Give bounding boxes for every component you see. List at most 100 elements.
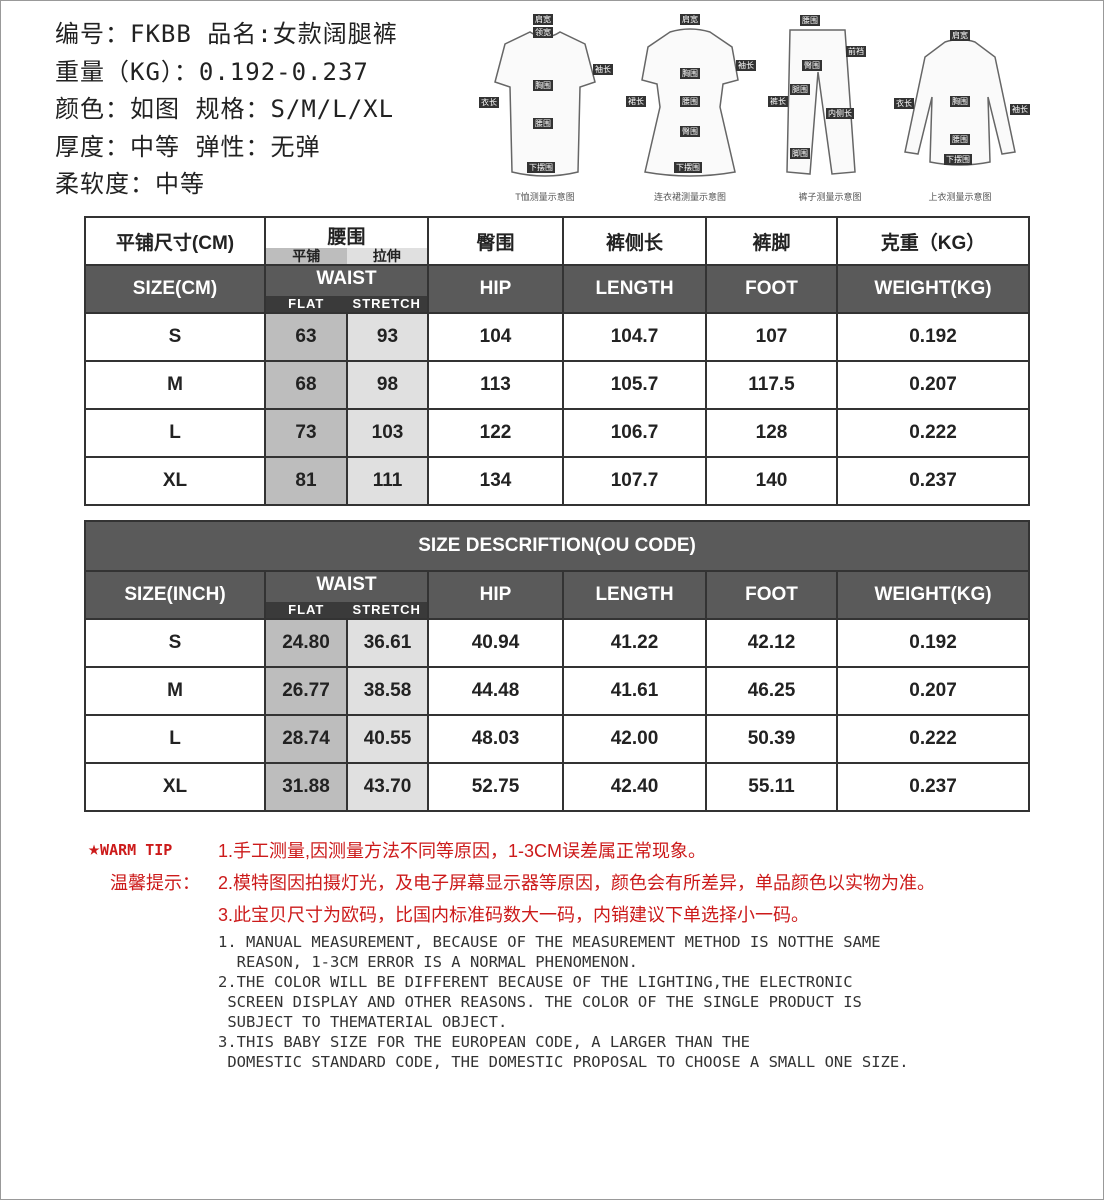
- cell-weight: 0.222: [836, 408, 1030, 458]
- diagram-caption: 连衣裙测量示意图: [653, 192, 726, 202]
- measurement-diagrams: 肩宽 领宽 袖长 衣长 胸围 腰围 下摆围 T恤测量示意图 肩宽 袖长 胸围 裙…: [475, 12, 1035, 207]
- diagram-label: 臀围: [680, 126, 700, 137]
- diagram-label: 裙长: [626, 96, 646, 107]
- cell-size: L: [84, 408, 266, 458]
- table-row: XL 81 111 134 107.7 140 0.237: [84, 456, 1030, 506]
- cell-size: M: [84, 360, 266, 410]
- spec-line: 柔软度：中等: [55, 170, 205, 198]
- diagram-label: 腰围: [950, 134, 970, 145]
- tip-line: 2.模特图因拍摄灯光，及电子屏幕显示器等原因，颜色会有所差异，单品颜色以实物为准…: [218, 873, 936, 893]
- table-row: M 68 98 113 105.7 117.5 0.207: [84, 360, 1030, 410]
- flat-label: FLAT: [288, 602, 325, 617]
- stretch-label: 拉伸: [346, 248, 427, 264]
- star-icon: ★: [88, 836, 101, 860]
- diagram-label: 衣长: [479, 97, 499, 108]
- diagram-label: 胸围: [533, 80, 553, 91]
- header-size: SIZE(CM): [84, 264, 266, 314]
- flat-label: 平铺: [266, 248, 347, 264]
- table-row: S 63 93 104 104.7 107 0.192: [84, 312, 1030, 362]
- diagram-label: 裤长: [768, 96, 788, 107]
- dress-diagram: 肩宽 袖长 胸围 裙长 腰围 臀围 下摆围 连衣裙测量示意图: [620, 12, 760, 207]
- cell-foot: 140: [705, 456, 838, 506]
- cell-weight: 0.192: [836, 312, 1030, 362]
- diagram-label: 腿围: [790, 84, 810, 95]
- cell-weight: 0.207: [835, 666, 1031, 716]
- cell-waist-flat: 24.80: [264, 618, 348, 668]
- cell-size: S: [84, 312, 266, 362]
- diagram-caption: 裤子测量示意图: [798, 192, 862, 202]
- table-row: M 26.77 38.58 44.48 41.61 46.25 0.207: [84, 666, 1031, 716]
- cell-weight: 0.237: [835, 762, 1031, 812]
- header-waist: 腰围 平铺 拉伸: [264, 216, 429, 266]
- cell-size: XL: [84, 762, 266, 812]
- diagram-label: 内侧长: [826, 108, 854, 119]
- cell-waist-flat: 26.77: [264, 666, 348, 716]
- diagram-label: 脚围: [790, 148, 810, 159]
- header-foot: FOOT: [705, 570, 838, 620]
- title-row: SIZE DESCRIFTION(OU CODE): [83, 520, 1031, 572]
- header-foot: FOOT: [705, 264, 838, 314]
- table-row: S 24.80 36.61 40.94 41.22 42.12 0.192: [84, 618, 1031, 668]
- warm-tip-label: WARM TIP: [100, 841, 173, 859]
- header-waist: WAIST FLAT STRETCH: [264, 570, 429, 620]
- en-header-row: SIZE(INCH) WAIST FLAT STRETCH HIP LENGTH F…: [84, 570, 1031, 620]
- cell-waist-stretch: 98: [346, 360, 429, 410]
- cell-size: M: [84, 666, 266, 716]
- spec-line: 厚度：中等 弹性：无弹: [55, 132, 321, 161]
- stretch-label: STRETCH: [352, 602, 421, 617]
- spec-line: 编号：FKBB 品名:女款阔腿裤: [55, 20, 398, 48]
- cell-foot: 107: [705, 312, 838, 362]
- waist-label: 腰围: [327, 227, 366, 248]
- diagram-label: 衣长: [894, 98, 914, 109]
- cell-foot: 42.12: [705, 618, 838, 668]
- header-waist: WAIST FLAT STRETCH: [264, 264, 429, 314]
- flat-label: FLAT: [288, 296, 325, 311]
- waist-label: WAIST: [316, 268, 377, 289]
- cell-size: XL: [84, 456, 266, 506]
- en-header-row: SIZE(CM) WAIST FLAT STRETCH HIP LENGTH FOO…: [84, 264, 1030, 314]
- cell-waist-flat: 73: [264, 408, 348, 458]
- header-hip: 臀围: [427, 216, 564, 266]
- header-length: 裤侧长: [562, 216, 707, 266]
- cell-waist-stretch: 111: [346, 456, 429, 506]
- cell-hip: 113: [427, 360, 564, 410]
- cell-length: 42.40: [562, 762, 707, 812]
- cell-foot: 46.25: [705, 666, 838, 716]
- cn-header-row: 平铺尺寸(CM) 腰围 平铺 拉伸 臀围 裤侧长 裤脚 克重（KG）: [84, 216, 1030, 266]
- diagram-label: 领宽: [533, 27, 553, 38]
- cell-weight: 0.222: [835, 714, 1031, 764]
- cell-weight: 0.207: [836, 360, 1030, 410]
- cell-foot: 50.39: [705, 714, 838, 764]
- diagram-label: 腰围: [800, 15, 820, 26]
- header-length: LENGTH: [562, 570, 707, 620]
- diagram-label: 下摆围: [674, 162, 702, 173]
- diagram-label: 肩宽: [533, 14, 553, 25]
- header-size: SIZE(INCH): [84, 570, 266, 620]
- header-weight: WEIGHT(KG): [835, 570, 1031, 620]
- stretch-label: STRETCH: [352, 296, 421, 311]
- cell-length: 106.7: [562, 408, 707, 458]
- cell-length: 105.7: [562, 360, 707, 410]
- diagram-label: 肩宽: [680, 14, 700, 25]
- cell-waist-flat: 63: [264, 312, 348, 362]
- diagram-label: 袖长: [736, 60, 756, 71]
- cell-waist-stretch: 36.61: [346, 618, 429, 668]
- header-foot: 裤脚: [705, 216, 838, 266]
- waist-label: WAIST: [316, 574, 377, 595]
- tip-line: 1.手工测量,因测量方法不同等原因，1-3CM误差属正常现象。: [218, 841, 707, 861]
- cell-waist-flat: 31.88: [264, 762, 348, 812]
- diagram-label: 前裆: [846, 46, 866, 57]
- table-row: XL 31.88 43.70 52.75 42.40 55.11 0.237: [84, 762, 1031, 812]
- table-title: SIZE DESCRIFTION(OU CODE): [83, 520, 1031, 572]
- cell-waist-stretch: 43.70: [346, 762, 429, 812]
- diagram-label: 下摆围: [527, 162, 555, 173]
- cell-hip: 134: [427, 456, 564, 506]
- size-table-cm: 平铺尺寸(CM) 腰围 平铺 拉伸 臀围 裤侧长 裤脚 克重（KG） SIZE(CM…: [84, 216, 1030, 506]
- english-tips: 1. MANUAL MEASUREMENT, BECAUSE OF THE ME…: [218, 933, 909, 1071]
- diagram-caption: 上衣测量示意图: [928, 192, 992, 202]
- diagram-label: 臀围: [802, 60, 822, 71]
- cell-waist-flat: 28.74: [264, 714, 348, 764]
- cn-tip-label: 温馨提示：: [110, 873, 200, 893]
- cell-length: 107.7: [562, 456, 707, 506]
- diagram-label: 胸围: [950, 96, 970, 107]
